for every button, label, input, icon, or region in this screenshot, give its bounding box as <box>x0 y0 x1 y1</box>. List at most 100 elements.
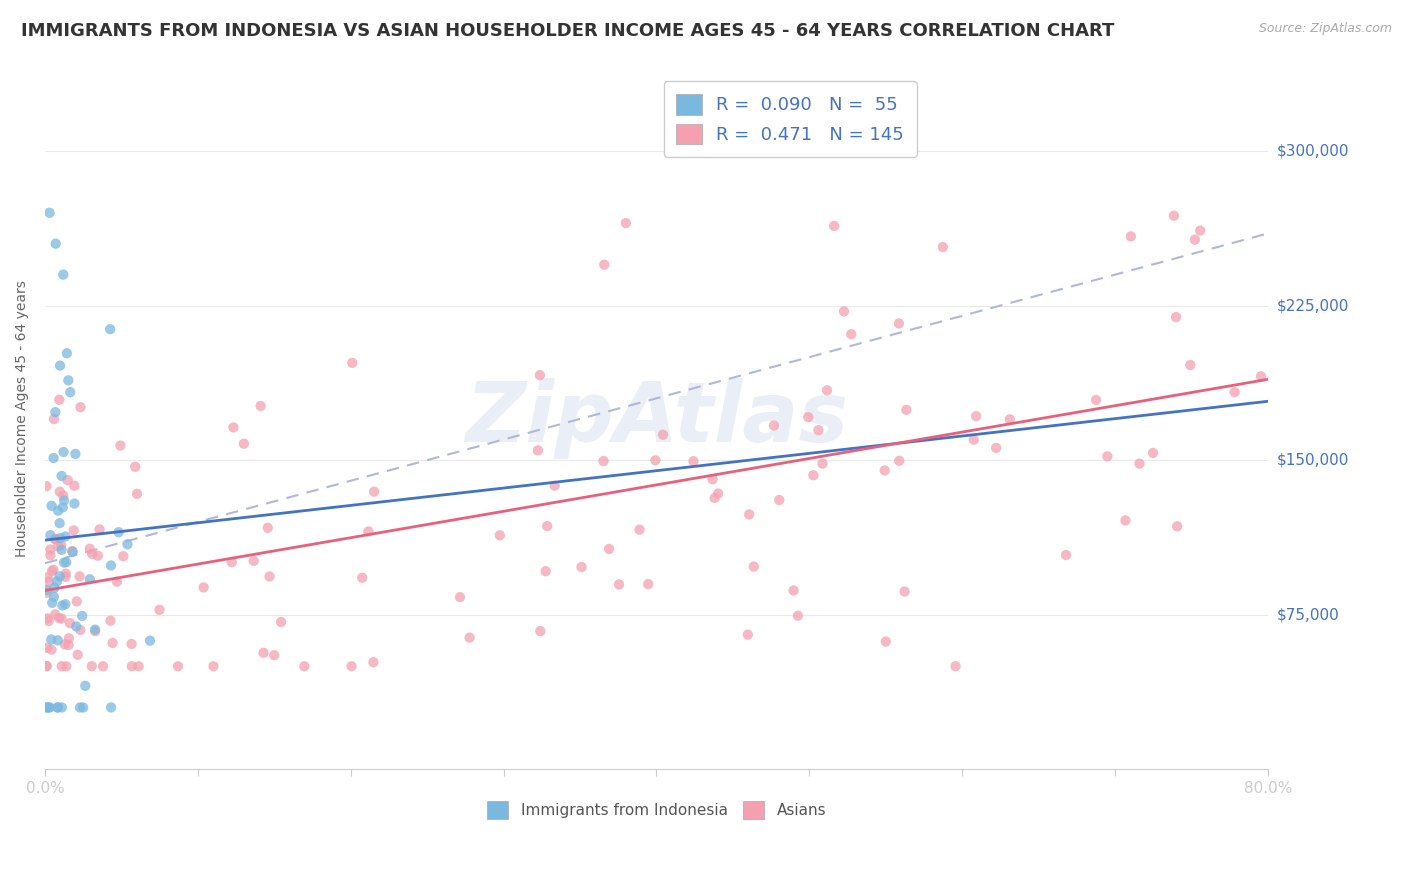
Point <box>786 608 808 623</box>
Point <box>242 554 264 568</box>
Point <box>37 570 59 584</box>
Point <box>963 433 986 447</box>
Point <box>52 445 75 459</box>
Point <box>259 569 281 583</box>
Point <box>42 412 65 426</box>
Point <box>52 500 75 515</box>
Point <box>35 479 58 493</box>
Point <box>53 597 76 611</box>
Point <box>39 528 62 542</box>
Point <box>35 582 58 597</box>
Point <box>44 532 66 546</box>
Point <box>998 412 1021 426</box>
Point <box>51 538 73 552</box>
Point <box>48 611 70 625</box>
Point <box>91 659 114 673</box>
Point <box>84 624 107 639</box>
Point <box>352 571 374 585</box>
Point <box>167 659 190 673</box>
Point <box>65 619 87 633</box>
Point <box>53 637 76 651</box>
Point <box>35 659 58 673</box>
Point <box>51 659 73 673</box>
Point <box>51 542 73 557</box>
Point <box>742 559 765 574</box>
Point <box>46 540 69 554</box>
Point <box>42 450 65 465</box>
Point <box>682 454 704 468</box>
Point <box>100 558 122 573</box>
Point <box>48 569 70 583</box>
Point <box>39 632 62 647</box>
Text: $300,000: $300,000 <box>1277 144 1348 159</box>
Point <box>46 503 69 517</box>
Point <box>703 491 725 505</box>
Point <box>614 216 637 230</box>
Point <box>46 700 69 714</box>
Point <box>839 327 862 342</box>
Point <box>1189 224 1212 238</box>
Point <box>1223 385 1246 400</box>
Point <box>41 564 63 578</box>
Point <box>592 454 614 468</box>
Point <box>488 528 510 542</box>
Point <box>782 583 804 598</box>
Point <box>38 700 60 714</box>
Point <box>124 459 146 474</box>
Point <box>101 636 124 650</box>
Point <box>263 648 285 663</box>
Point <box>340 659 363 673</box>
Point <box>107 525 129 540</box>
Point <box>1097 450 1119 464</box>
Point <box>342 356 364 370</box>
Point <box>38 574 60 589</box>
Point <box>139 633 162 648</box>
Point <box>529 624 551 639</box>
Point <box>738 508 761 522</box>
Point <box>737 627 759 641</box>
Point <box>51 700 73 714</box>
Point <box>79 572 101 586</box>
Point <box>644 453 666 467</box>
Point <box>117 537 139 551</box>
Point <box>58 632 80 646</box>
Point <box>571 560 593 574</box>
Point <box>44 607 66 622</box>
Point <box>128 659 150 673</box>
Point <box>125 487 148 501</box>
Point <box>889 454 911 468</box>
Point <box>202 659 225 673</box>
Point <box>60 544 83 558</box>
Point <box>1166 519 1188 533</box>
Point <box>46 633 69 648</box>
Point <box>35 586 58 600</box>
Point <box>762 418 785 433</box>
Point <box>41 596 63 610</box>
Point <box>84 623 107 637</box>
Point <box>536 519 558 533</box>
Point <box>55 555 77 569</box>
Point <box>768 493 790 508</box>
Point <box>815 384 838 398</box>
Point <box>628 523 651 537</box>
Point <box>52 489 75 503</box>
Point <box>100 700 122 714</box>
Point <box>41 642 63 657</box>
Point <box>44 581 66 595</box>
Point <box>66 594 89 608</box>
Point <box>121 659 143 673</box>
Point <box>534 564 557 578</box>
Point <box>357 524 380 539</box>
Point <box>598 541 620 556</box>
Point <box>53 493 76 508</box>
Text: Source: ZipAtlas.com: Source: ZipAtlas.com <box>1258 22 1392 36</box>
Point <box>449 590 471 604</box>
Point <box>544 478 567 492</box>
Point <box>48 392 70 407</box>
Point <box>53 529 76 543</box>
Point <box>98 322 121 336</box>
Point <box>797 410 820 425</box>
Point <box>63 497 86 511</box>
Point <box>69 700 91 714</box>
Point <box>35 700 58 714</box>
